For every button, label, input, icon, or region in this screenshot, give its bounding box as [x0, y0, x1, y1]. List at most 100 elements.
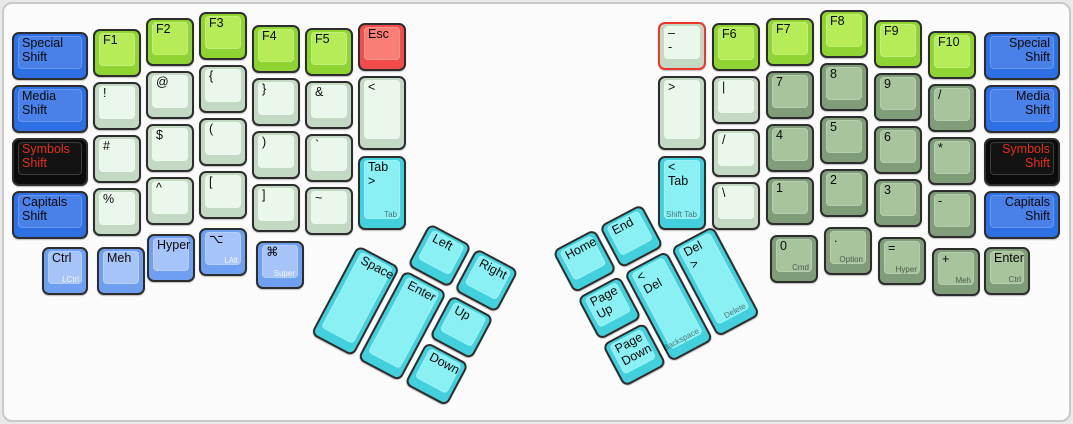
keycap-surface: – -: [664, 26, 700, 59]
key-shift-tab[interactable]: < Tab Shift Tab: [658, 156, 706, 230]
key-sublabel: Ctrl: [1008, 275, 1021, 284]
keycap-surface: 9: [880, 77, 916, 110]
key-backslash[interactable]: \: [712, 182, 760, 230]
key-num-8[interactable]: 8: [820, 63, 868, 111]
key-label: ): [262, 135, 267, 149]
key-num-2[interactable]: 2: [820, 169, 868, 217]
key-lalt[interactable]: ⌥ LAlt: [199, 228, 247, 276]
key-label: Right: [476, 256, 510, 283]
key-num-7[interactable]: 7: [766, 71, 814, 119]
key-num-6[interactable]: 6: [874, 126, 922, 174]
key-close-paren[interactable]: ): [252, 131, 300, 179]
keycap-surface: 4: [772, 128, 808, 161]
key-caret[interactable]: ^: [146, 177, 194, 225]
key-at[interactable]: @: [146, 71, 194, 119]
key-hash[interactable]: #: [93, 135, 141, 183]
key-meh[interactable]: Meh: [97, 247, 145, 295]
key-pipe[interactable]: |: [712, 76, 760, 124]
key-label: |: [722, 80, 726, 94]
key-symbols-shift-left[interactable]: Symbols Shift: [12, 138, 88, 186]
keycap-surface: F9: [880, 24, 916, 57]
key-label: – -: [668, 26, 675, 54]
key-f8[interactable]: F8: [820, 10, 868, 58]
key-label: /: [722, 133, 726, 147]
key-capitals-shift-right[interactable]: Capitals Shift: [984, 191, 1060, 239]
keycap-surface: ⌘ Super: [262, 245, 298, 278]
key-label: +: [942, 252, 950, 266]
key-num-1[interactable]: 1: [766, 177, 814, 225]
key-tilde[interactable]: ~: [305, 187, 353, 235]
key-media-shift-left[interactable]: Media Shift: [12, 85, 88, 133]
key-ampersand[interactable]: &: [305, 81, 353, 129]
keycap-surface: ^: [152, 181, 188, 214]
key-sublabel: Delete: [722, 301, 748, 321]
key-label: 3: [884, 183, 891, 197]
key-special-shift-right[interactable]: Special Shift: [984, 32, 1060, 80]
key-label: F10: [938, 35, 960, 49]
key-f10[interactable]: F10: [928, 31, 976, 79]
key-sublabel: Meh: [955, 276, 971, 285]
key-open-paren[interactable]: (: [199, 118, 247, 166]
key-label: -: [938, 194, 943, 208]
keycap-surface: F2: [152, 22, 188, 55]
key-label: Media Shift: [22, 89, 57, 117]
keycap-surface: `: [311, 138, 347, 171]
key-exclamation[interactable]: !: [93, 82, 141, 130]
key-capitals-shift-left[interactable]: Capitals Shift: [12, 191, 88, 239]
key-f7[interactable]: F7: [766, 18, 814, 66]
key-f3[interactable]: F3: [199, 12, 247, 60]
keycap-surface: ~: [311, 191, 347, 224]
key-num-9[interactable]: 9: [874, 73, 922, 121]
key-f2[interactable]: F2: [146, 18, 194, 66]
key-label: /: [938, 88, 942, 102]
key-sublabel: LCtrl: [62, 275, 79, 284]
key-f5[interactable]: F5: [305, 28, 353, 76]
keycap-surface: <: [364, 80, 400, 139]
key-label: 4: [776, 128, 783, 142]
key-lctrl[interactable]: Ctrl LCtrl: [42, 247, 88, 295]
key-f4[interactable]: F4: [252, 25, 300, 73]
keycap-surface: &: [311, 85, 347, 118]
key-f1[interactable]: F1: [93, 29, 141, 77]
key-equals[interactable]: = Hyper: [878, 237, 926, 285]
key-special-shift-left[interactable]: Special Shift: [12, 32, 88, 80]
key-f6[interactable]: F6: [712, 23, 760, 71]
key-slash[interactable]: /: [712, 129, 760, 177]
key-dash-key[interactable]: – -: [658, 22, 706, 70]
key-plus[interactable]: + Meh: [932, 248, 980, 296]
key-numpad-slash[interactable]: /: [928, 84, 976, 132]
key-enter-right[interactable]: Enter Ctrl: [984, 247, 1030, 295]
keycap-surface: }: [258, 82, 294, 115]
key-media-shift-right[interactable]: Media Shift: [984, 85, 1060, 133]
key-close-brace[interactable]: }: [252, 78, 300, 126]
key-hyper-left[interactable]: Hyper: [147, 234, 195, 282]
keycap-surface: $: [152, 128, 188, 161]
key-greater-than[interactable]: >: [658, 76, 706, 150]
key-tab[interactable]: Tab > Tab: [358, 156, 406, 230]
key-f9[interactable]: F9: [874, 20, 922, 68]
key-num-3[interactable]: 3: [874, 179, 922, 227]
key-numpad-dot[interactable]: . Option: [824, 227, 872, 275]
key-sublabel: Backspace: [661, 326, 701, 353]
key-open-bracket[interactable]: [: [199, 171, 247, 219]
key-percent[interactable]: %: [93, 188, 141, 236]
key-numpad-star[interactable]: *: [928, 137, 976, 185]
keycap-surface: 7: [772, 75, 808, 108]
key-esc[interactable]: Esc: [358, 23, 406, 71]
key-backtick[interactable]: `: [305, 134, 353, 182]
key-dollar[interactable]: $: [146, 124, 194, 172]
key-close-bracket[interactable]: ]: [252, 184, 300, 232]
key-super[interactable]: ⌘ Super: [256, 241, 304, 289]
key-open-brace[interactable]: {: [199, 65, 247, 113]
key-num-5[interactable]: 5: [820, 116, 868, 164]
key-num-0[interactable]: 0 Cmd: [770, 235, 818, 283]
key-label: Capitals Shift: [1004, 195, 1050, 223]
key-symbols-shift-right[interactable]: Symbols Shift: [984, 138, 1060, 186]
key-numpad-minus[interactable]: -: [928, 190, 976, 238]
key-num-4[interactable]: 4: [766, 124, 814, 172]
key-label: @: [156, 75, 169, 89]
key-less-than[interactable]: <: [358, 76, 406, 150]
key-label: Ctrl: [52, 251, 72, 265]
key-label: F2: [156, 22, 171, 36]
key-sublabel: Super: [273, 269, 295, 278]
